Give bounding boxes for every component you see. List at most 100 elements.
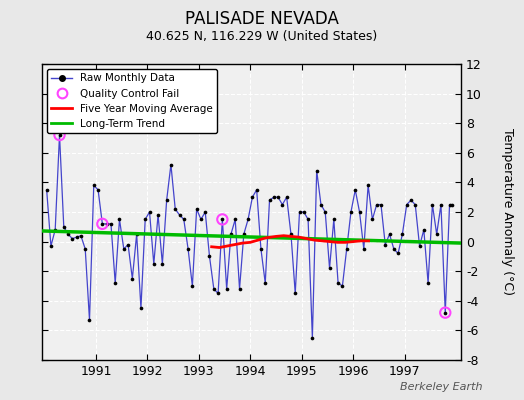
Point: [282, 194, 291, 200]
Point: [278, 201, 287, 208]
Point: [81, 246, 90, 252]
Point: [347, 209, 355, 215]
Point: [98, 221, 106, 227]
Point: [368, 216, 377, 222]
Point: [223, 286, 231, 292]
Point: [171, 206, 179, 212]
Point: [447, 201, 456, 208]
Point: [235, 286, 244, 292]
Point: [445, 201, 454, 208]
Point: [312, 167, 321, 174]
Point: [192, 206, 201, 212]
Point: [64, 231, 72, 237]
Point: [184, 246, 192, 252]
Point: [218, 216, 226, 222]
Point: [291, 290, 299, 297]
Point: [385, 231, 394, 237]
Point: [428, 201, 436, 208]
Point: [441, 310, 450, 316]
Point: [111, 280, 119, 286]
Point: [128, 275, 137, 282]
Point: [351, 186, 359, 193]
Point: [398, 231, 407, 237]
Point: [334, 280, 342, 286]
Point: [124, 241, 132, 248]
Point: [60, 224, 68, 230]
Point: [158, 261, 167, 267]
Point: [304, 216, 312, 222]
Point: [145, 209, 154, 215]
Point: [42, 186, 51, 193]
Point: [441, 310, 450, 316]
Point: [381, 241, 389, 248]
Legend: Raw Monthly Data, Quality Control Fail, Five Year Moving Average, Long-Term Tren: Raw Monthly Data, Quality Control Fail, …: [47, 69, 217, 133]
Point: [210, 286, 218, 292]
Point: [197, 216, 205, 222]
Point: [98, 221, 106, 227]
Point: [94, 186, 102, 193]
Point: [149, 261, 158, 267]
Point: [257, 246, 265, 252]
Point: [300, 209, 308, 215]
Point: [85, 317, 94, 323]
Point: [133, 231, 141, 237]
Point: [56, 132, 64, 138]
Point: [201, 209, 210, 215]
Point: [90, 182, 98, 188]
Point: [231, 216, 239, 222]
Point: [188, 283, 196, 289]
Point: [416, 243, 424, 249]
Point: [424, 280, 432, 286]
Point: [411, 201, 419, 208]
Point: [343, 246, 351, 252]
Point: [77, 232, 85, 239]
Point: [248, 194, 257, 200]
Y-axis label: Temperature Anomaly (°C): Temperature Anomaly (°C): [501, 128, 514, 296]
Point: [317, 201, 325, 208]
Point: [227, 231, 235, 237]
Point: [390, 246, 398, 252]
Point: [402, 201, 411, 208]
Point: [115, 216, 124, 222]
Point: [270, 194, 278, 200]
Point: [68, 236, 77, 242]
Point: [325, 265, 334, 272]
Point: [330, 216, 338, 222]
Point: [265, 197, 274, 203]
Point: [394, 250, 402, 257]
Point: [338, 283, 346, 289]
Point: [56, 132, 64, 138]
Text: Berkeley Earth: Berkeley Earth: [400, 382, 482, 392]
Point: [102, 221, 111, 227]
Point: [141, 216, 149, 222]
Point: [51, 226, 59, 233]
Point: [162, 197, 171, 203]
Point: [119, 246, 128, 252]
Point: [253, 186, 261, 193]
Point: [321, 209, 330, 215]
Point: [274, 194, 282, 200]
Point: [47, 243, 55, 249]
Point: [432, 231, 441, 237]
Point: [244, 216, 252, 222]
Point: [308, 334, 316, 341]
Point: [218, 216, 226, 222]
Point: [180, 216, 188, 222]
Point: [420, 226, 428, 233]
Point: [154, 212, 162, 218]
Point: [214, 290, 222, 297]
Point: [373, 201, 381, 208]
Point: [407, 197, 415, 203]
Point: [364, 182, 373, 188]
Point: [261, 280, 269, 286]
Point: [176, 212, 184, 218]
Point: [287, 231, 295, 237]
Point: [359, 246, 368, 252]
Point: [107, 221, 115, 227]
Point: [437, 201, 445, 208]
Point: [72, 234, 81, 240]
Point: [205, 253, 214, 260]
Point: [137, 305, 145, 311]
Text: 40.625 N, 116.229 W (United States): 40.625 N, 116.229 W (United States): [146, 30, 378, 43]
Text: PALISADE NEVADA: PALISADE NEVADA: [185, 10, 339, 28]
